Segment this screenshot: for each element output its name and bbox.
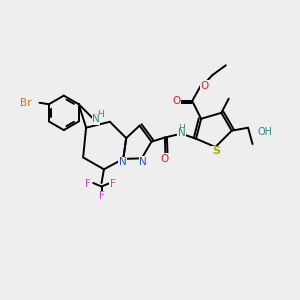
Text: S: S xyxy=(212,146,220,156)
Text: OH: OH xyxy=(258,127,273,136)
Text: O: O xyxy=(161,154,169,164)
Text: O: O xyxy=(201,80,209,91)
Text: F: F xyxy=(99,191,104,201)
Text: O: O xyxy=(172,96,180,106)
Text: H: H xyxy=(98,110,104,119)
Text: F: F xyxy=(85,178,91,189)
Text: H: H xyxy=(178,124,185,134)
Text: Br: Br xyxy=(20,98,32,108)
Text: N: N xyxy=(139,157,147,167)
Text: N: N xyxy=(92,114,100,124)
Text: F: F xyxy=(110,178,116,189)
Text: N: N xyxy=(178,128,186,138)
Text: N: N xyxy=(119,158,127,167)
